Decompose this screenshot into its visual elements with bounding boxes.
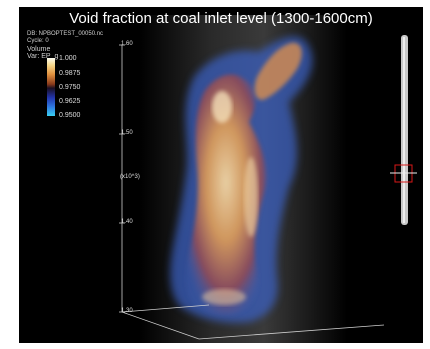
legend-tick: 0.9625	[59, 98, 81, 105]
plot-metadata: DB: NPBOPTEST_00050.nc Cycle: 0 Volume V…	[27, 31, 103, 60]
y-tick-label: 1.40	[121, 219, 133, 225]
legend-tick: 0.9875	[59, 70, 81, 77]
legend-tick: 0.9750	[59, 84, 81, 91]
bounding-box-axes	[121, 45, 385, 340]
color-legend-bar	[47, 58, 55, 116]
legend-tick: 1.000	[59, 55, 77, 62]
variable-label: Var: EP_g	[27, 52, 59, 60]
plume-highlight-mid	[244, 157, 258, 237]
axis-multiplier-label: (x10^3)	[120, 174, 140, 180]
y-tick-label: 1.60	[121, 41, 133, 47]
cycle-label: Cycle: 0	[27, 37, 49, 44]
plume-highlight-base	[202, 289, 246, 305]
y-tick-label: 1.50	[121, 130, 133, 136]
db-label: DB: NPBOPTEST_00050.nc	[27, 31, 104, 37]
visualization-frame: Void fraction at coal inlet level (1300-…	[19, 7, 423, 343]
page-title: Void fraction at coal inlet level (1300-…	[69, 10, 373, 27]
legend-tick: 0.9500	[59, 112, 81, 119]
y-axis-ticks	[119, 44, 125, 313]
y-tick-label: 1.30	[121, 308, 133, 314]
volume-render	[119, 15, 417, 343]
plume-highlight-top	[212, 91, 232, 123]
plume-arm	[254, 42, 302, 100]
plume-body	[185, 74, 267, 315]
plot-kind-label: Volume	[27, 46, 51, 53]
